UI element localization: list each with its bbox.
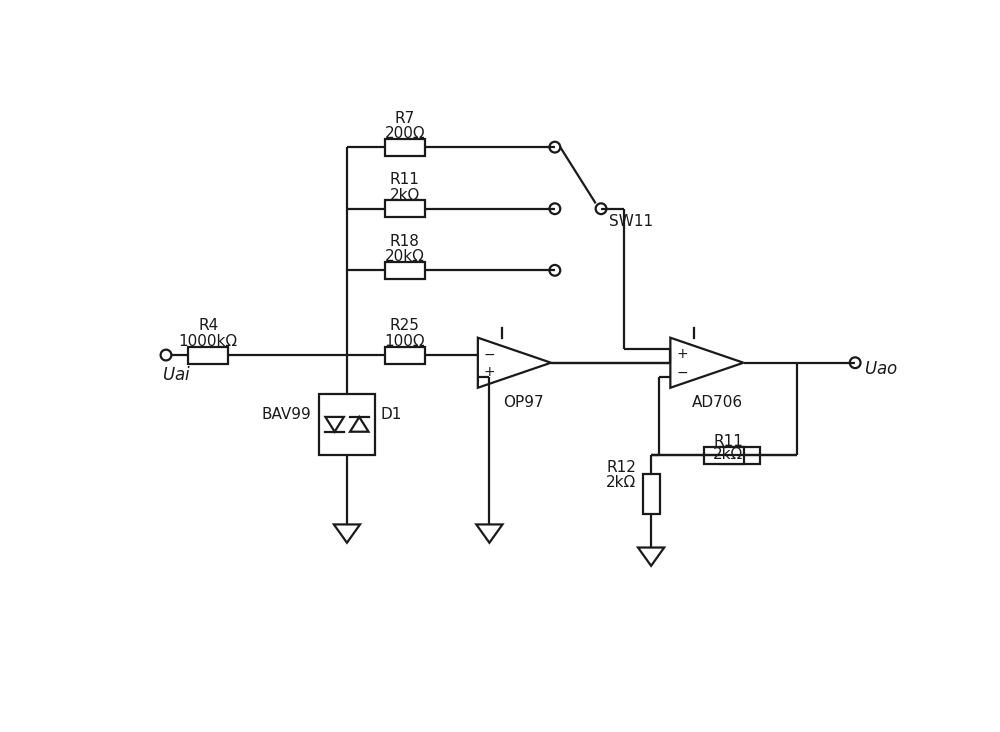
Text: 2kΩ: 2kΩ [713,447,743,462]
Text: R7: R7 [395,111,415,126]
Text: 2kΩ: 2kΩ [390,187,420,203]
Text: $+$: $+$ [676,347,688,361]
Text: $U$ai: $U$ai [162,366,191,384]
Text: R4: R4 [198,318,218,334]
Bar [319,394,375,455]
Bar [704,447,744,463]
Text: R12: R12 [607,460,636,475]
Text: 20kΩ: 20kΩ [385,249,425,264]
Text: R18: R18 [390,234,420,249]
Text: R11: R11 [390,172,420,187]
Text: 100Ω: 100Ω [384,334,425,349]
Text: AD706: AD706 [692,395,743,410]
Bar [188,346,228,364]
Text: $-$: $-$ [483,347,495,361]
Text: 1000kΩ: 1000kΩ [179,334,238,349]
Bar [385,262,425,279]
Text: OP97: OP97 [503,395,544,410]
Text: $-$: $-$ [676,365,688,378]
Text: $U$ao: $U$ao [864,360,898,378]
Bar [720,447,760,463]
Text: $+$: $+$ [483,365,495,378]
Text: R25: R25 [390,318,420,334]
Bar [385,138,425,156]
Text: R11: R11 [713,434,743,449]
Text: SW11: SW11 [609,214,653,228]
Text: D1: D1 [380,407,401,422]
Bar [643,474,660,514]
Text: BAV99: BAV99 [262,407,312,422]
Text: 200Ω: 200Ω [384,126,425,141]
Text: 2kΩ: 2kΩ [606,476,636,490]
Bar [385,201,425,217]
Bar [385,346,425,364]
